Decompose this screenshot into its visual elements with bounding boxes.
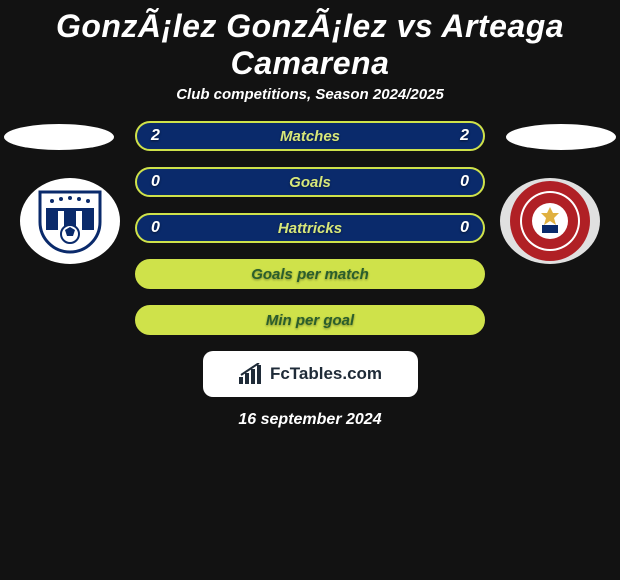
page-title: GonzÃ¡lez GonzÃ¡lez vs Arteaga Camarena: [0, 0, 620, 86]
stat-row-goals: 0 Goals 0: [135, 167, 485, 197]
stat-label: Goals: [289, 174, 331, 191]
stat-row-hattricks: 0 Hattricks 0: [135, 213, 485, 243]
stat-left-value: 0: [151, 219, 160, 237]
stat-label: Hattricks: [278, 220, 342, 237]
brand-text: FcTables.com: [270, 364, 382, 384]
pachuca-crest-icon: [30, 186, 110, 256]
stat-right-value: 0: [460, 219, 469, 237]
stat-right-value: 0: [460, 173, 469, 191]
club-badge-right: [500, 178, 600, 264]
toluca-crest-icon: [508, 179, 592, 263]
player-ellipse-left: [4, 124, 114, 150]
stat-right-value: 2: [460, 127, 469, 145]
brand-box: FcTables.com: [203, 351, 418, 397]
club-badge-left: [20, 178, 120, 264]
player-ellipse-right: [506, 124, 616, 150]
footer-date: 16 september 2024: [0, 411, 620, 429]
stat-label: Goals per match: [251, 266, 369, 283]
stat-row-matches: 2 Matches 2: [135, 121, 485, 151]
bar-chart-icon: [238, 363, 264, 385]
page-subtitle: Club competitions, Season 2024/2025: [0, 86, 620, 103]
stat-label: Matches: [280, 128, 340, 145]
stat-row-goals-per-match: Goals per match: [135, 259, 485, 289]
stat-left-value: 2: [151, 127, 160, 145]
stat-label: Min per goal: [266, 312, 354, 329]
stat-row-min-per-goal: Min per goal: [135, 305, 485, 335]
stats-rows: 2 Matches 2 0 Goals 0 0 Hattricks 0 Goals per mat…: [135, 121, 485, 335]
stat-left-value: 0: [151, 173, 160, 191]
